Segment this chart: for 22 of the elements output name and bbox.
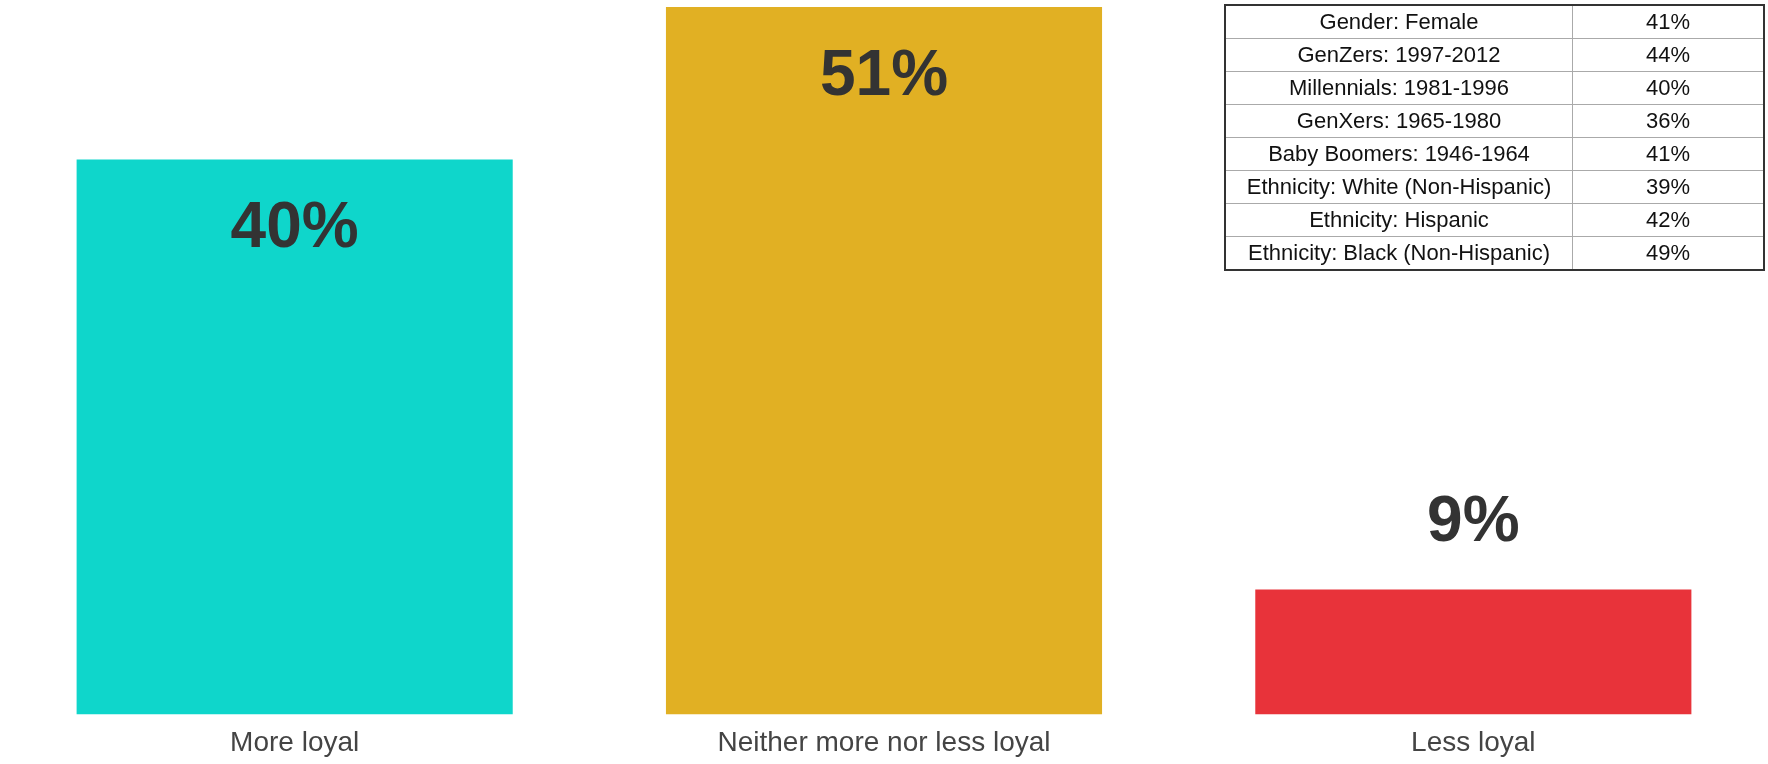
category-label: GenZers: 1997-2012 <box>1225 38 1573 72</box>
category-label: Ethnicity: Black (Non-Hispanic) <box>1225 236 1573 270</box>
data-label: 40% <box>230 189 359 262</box>
text: 36% <box>1645 108 1691 133</box>
text: 42% <box>1645 207 1691 232</box>
text: 44% <box>1645 42 1691 67</box>
category-label: GenXers: 1965-1980 <box>1225 104 1573 138</box>
text: 39% <box>1645 174 1691 199</box>
x-tick-label: Less loyal <box>1411 725 1536 757</box>
data-label: 9% <box>1427 483 1520 556</box>
text: 49% <box>1645 240 1691 265</box>
text: 41% <box>1645 9 1691 34</box>
category-label: Millennials: 1981-1996 <box>1225 71 1573 105</box>
text: 41% <box>1645 141 1691 166</box>
category-label: Ethnicity: Hispanic <box>1225 203 1573 237</box>
category-label: Baby Boomers: 1946-1964 <box>1225 137 1573 171</box>
category-label: Gender: Female <box>1225 5 1573 39</box>
category-label: Ethnicity: White (Non-Hispanic) <box>1225 170 1573 204</box>
text: 40% <box>1645 75 1691 100</box>
x-tick-label: More loyal <box>230 725 360 757</box>
data-label: 51% <box>819 36 949 109</box>
x-tick-label: Neither more nor less loyal <box>717 725 1051 757</box>
